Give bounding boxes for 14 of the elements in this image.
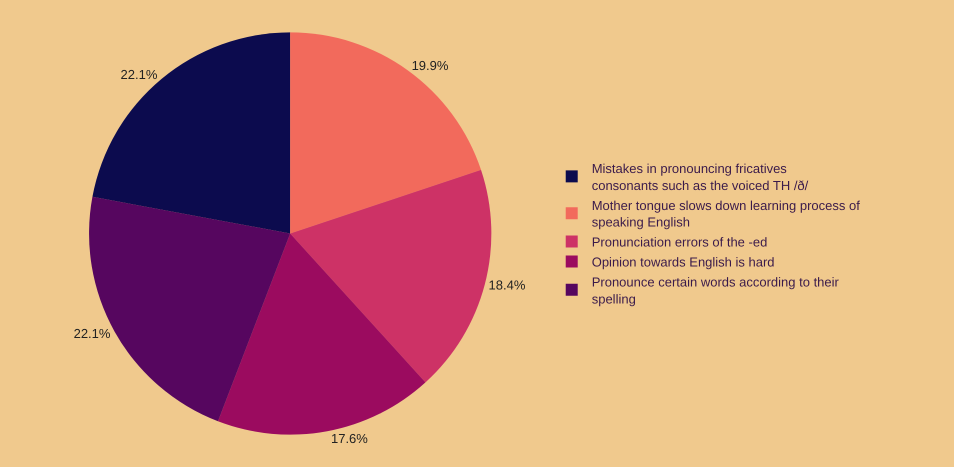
data-label: 22.1%: [74, 326, 111, 341]
pie-slice: [290, 170, 491, 382]
pie-slice: [92, 32, 290, 234]
pie-slice: [218, 234, 426, 435]
data-label: 18.4%: [488, 277, 526, 292]
data-label: 17.6%: [330, 430, 368, 446]
legend-label: Mistakes in pronouncing fricatives consonants such as the voiced TH /ð/: [592, 161, 809, 193]
pie-slice: [290, 32, 482, 234]
legend-label: Pronunciation errors of the -ed: [592, 234, 768, 250]
data-label: 22.1%: [120, 66, 158, 82]
legend-label: Mother tongue slows down learning process of speaking English: [592, 198, 860, 230]
data-label: 19.9%: [412, 58, 449, 73]
legend-label: Opinion towards English is hard: [592, 254, 775, 270]
legend-label: Pronounce certain words according to their spelling: [592, 274, 840, 306]
